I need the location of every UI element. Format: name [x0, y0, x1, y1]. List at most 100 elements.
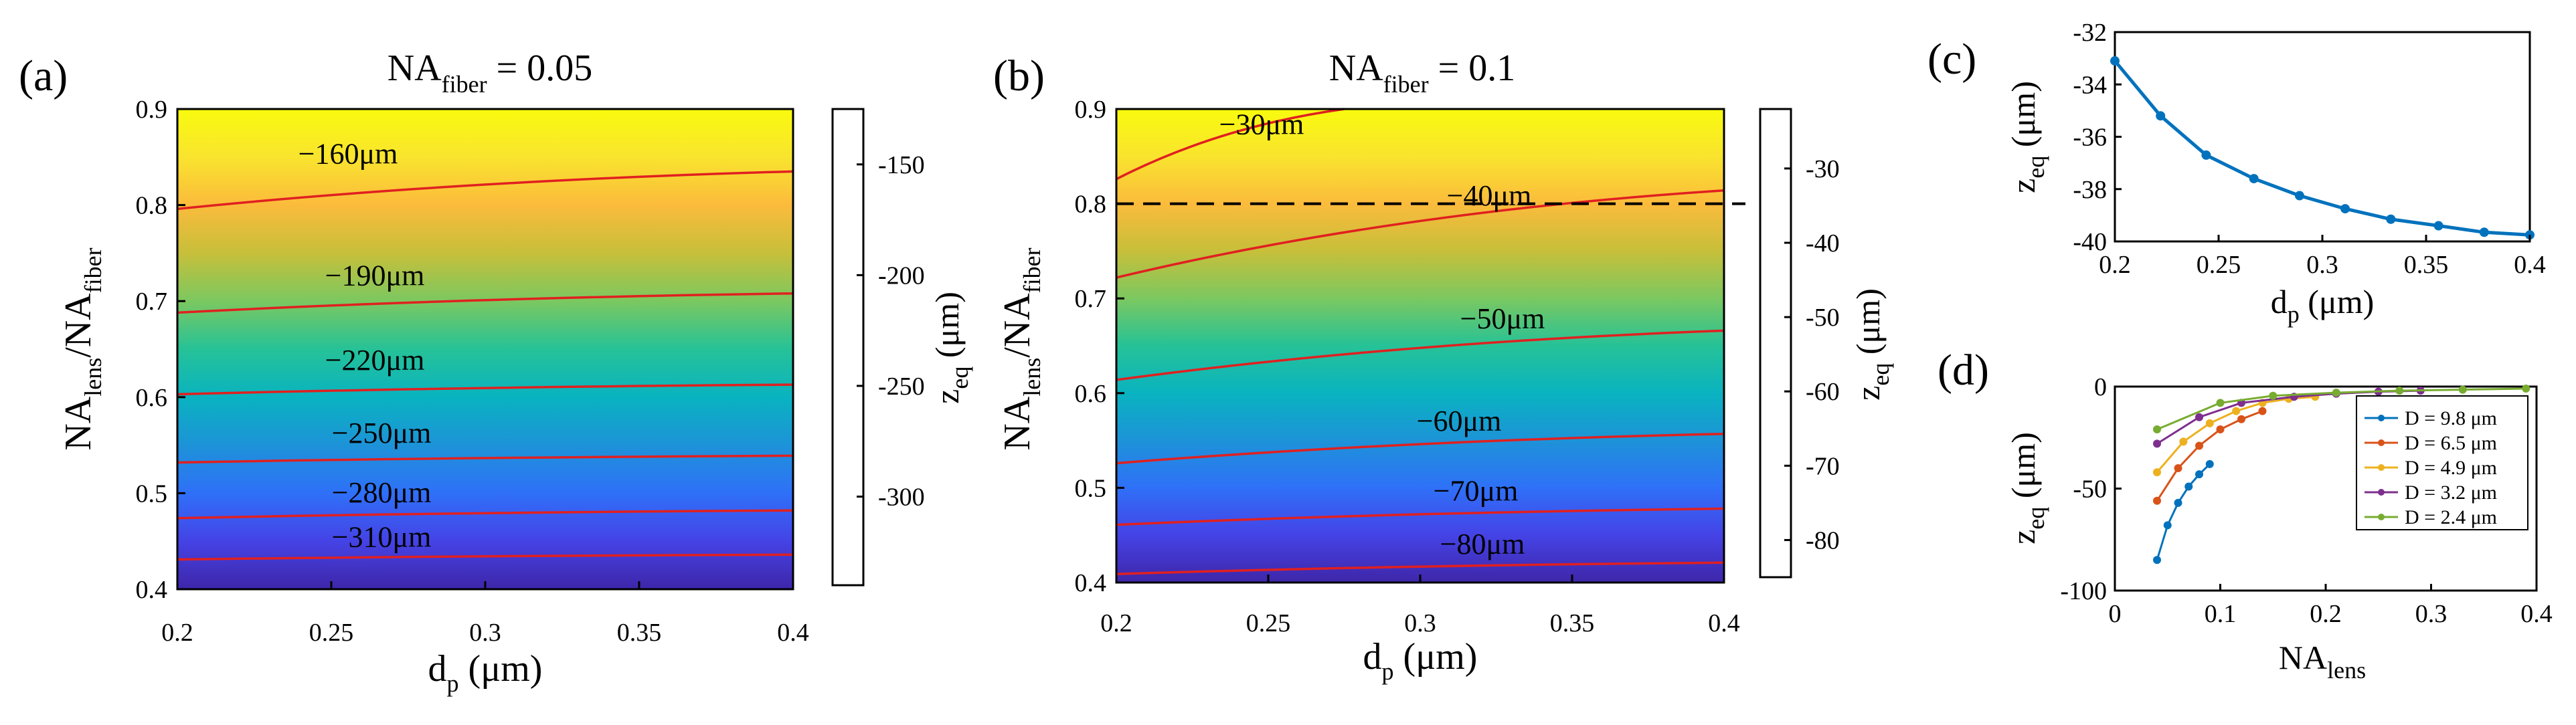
y-tick-label: 0.6 — [1075, 380, 1107, 408]
x-tick-label: 0.4 — [777, 619, 809, 647]
y-tick-label: 0.5 — [1075, 474, 1107, 502]
panel-d-x-label: NAlens — [2279, 639, 2366, 684]
panel-b-x-ticks: 0.2 0.25 0.3 0.35 0.4 — [1100, 575, 1740, 637]
panel-c-x-ticks: 0.2 0.25 0.3 0.35 0.4 — [2099, 235, 2546, 279]
y-tick-label: -40 — [2073, 228, 2107, 256]
panel-c-y-label: zeq (μm) — [2004, 81, 2049, 193]
panel-a-y-label: NAlens/NAfiber — [58, 247, 106, 450]
data-point — [2179, 437, 2188, 446]
data-point — [2458, 385, 2467, 394]
data-point — [2201, 150, 2211, 160]
y-tick-label: 0.7 — [1075, 285, 1107, 313]
panel-a: (a) NAfiber = 0.05 −160μm −190μm −220μm −25… — [19, 47, 973, 697]
panel-a-contours: −160μm −190μm −220μm −250μm −280μm −310μm — [177, 137, 794, 561]
y-tick-label: 0.7 — [136, 288, 168, 316]
x-tick-label: 0 — [2109, 600, 2122, 628]
x-tick-label: 0.25 — [309, 619, 354, 647]
data-point — [2216, 425, 2225, 434]
contour-label: −40μm — [1447, 179, 1532, 212]
panel-c-x-label: dp (μm) — [2271, 283, 2375, 328]
panel-d-series — [2153, 385, 2530, 564]
panel-b-label: (b) — [993, 51, 1045, 100]
y-tick-label: -32 — [2073, 19, 2107, 47]
y-tick-label: -50 — [2073, 476, 2107, 504]
contour-label: −220μm — [325, 344, 425, 377]
legend-marker — [2378, 489, 2385, 496]
panel-a-colorbar — [831, 108, 865, 587]
colorbar-tick-label: -70 — [1806, 452, 1840, 480]
data-point — [2174, 464, 2182, 472]
contour-line — [177, 383, 794, 396]
x-tick-label: 0.2 — [2310, 600, 2342, 628]
colorbar-tick-label: -60 — [1806, 378, 1840, 406]
legend-entry: D = 4.9 μm — [2405, 457, 2497, 479]
panel-b: (b) NAfiber = 0.1 −30μm −40μm −50μm −60μm −7… — [993, 47, 1894, 685]
x-tick-label: 0.3 — [2306, 251, 2338, 279]
x-tick-label: 0.4 — [2520, 600, 2553, 628]
contour-label: −160μm — [298, 137, 398, 170]
colorbar-tick-label: -250 — [878, 373, 925, 401]
legend-marker — [2378, 464, 2385, 471]
data-point — [2258, 407, 2267, 415]
data-point — [2294, 191, 2304, 201]
contour-line — [1116, 329, 1725, 381]
series-d-9-8-m — [2153, 459, 2214, 564]
colorbar-tick-label: -300 — [878, 484, 925, 512]
colorbar-tick-label: -30 — [1806, 155, 1840, 183]
y-tick-label: -100 — [2060, 577, 2107, 605]
data-point — [2153, 496, 2161, 505]
series-d-2-4-m — [2153, 385, 2530, 434]
y-tick-label: 0.5 — [136, 480, 168, 508]
panel-b-title: NAfiber = 0.1 — [1329, 47, 1515, 98]
contour-line — [177, 509, 794, 520]
data-point — [2332, 389, 2340, 397]
x-tick-label: 0.35 — [1550, 609, 1595, 637]
data-point — [2153, 468, 2161, 477]
y-tick-label: 0.4 — [136, 576, 168, 604]
legend-entry: D = 6.5 μm — [2405, 432, 2497, 454]
contour-line — [177, 454, 794, 464]
data-point — [2163, 521, 2172, 530]
panel-b-colorbar-label: zeq (μm) — [1849, 288, 1894, 401]
contour-line — [1116, 108, 1345, 181]
legend-marker — [2378, 514, 2385, 520]
series-d-6-5-m — [2153, 407, 2267, 505]
data-point — [2195, 441, 2203, 450]
panel-b-heatmap — [1116, 109, 1724, 583]
data-point — [2433, 221, 2443, 231]
panel-c-axes-frame — [2114, 31, 2531, 243]
y-tick-label: -36 — [2073, 124, 2107, 152]
data-point — [2269, 391, 2278, 400]
panel-a-title: NAfiber = 0.05 — [388, 47, 592, 98]
panel-b-y-ticks: 0.4 0.5 0.6 0.7 0.8 0.9 — [1075, 96, 1124, 597]
panel-a-x-label: dp (μm) — [428, 648, 543, 697]
panel-d-y-ticks: 0 -50 -100 — [2060, 373, 2122, 605]
x-tick-label: 0.4 — [1708, 609, 1740, 637]
panel-a-colorbar-label: zeq (μm) — [928, 292, 973, 404]
data-point — [2216, 399, 2225, 407]
x-tick-label: 0.4 — [2514, 251, 2546, 279]
panel-a-heatmap — [177, 109, 793, 589]
data-point — [2395, 387, 2404, 395]
panel-b-x-label: dp (μm) — [1363, 636, 1478, 685]
panel-c-label: (c) — [1927, 35, 1976, 84]
contour-label: −60μm — [1417, 405, 1502, 437]
data-point — [2479, 227, 2489, 237]
y-tick-label: 0.9 — [136, 96, 168, 124]
panel-d-legend: D = 9.8 μm D = 6.5 μm D = 4.9 μm D = 3.2 μm… — [2356, 395, 2528, 530]
data-point — [2205, 419, 2214, 427]
panel-a-colorbar-ticks: -150 -200 -250 -300 — [857, 151, 925, 512]
contour-line — [1116, 561, 1725, 576]
panel-c-y-ticks: -40 -38 -36 -34 -32 — [2073, 19, 2122, 256]
panel-b-colorbar — [1759, 108, 1792, 579]
contour-label: −280μm — [332, 476, 432, 509]
panel-d-label: (d) — [1938, 346, 1989, 395]
x-tick-label: 0.3 — [469, 619, 501, 647]
panel-b-colorbar-ticks: -30 -40 -50 -60 -70 -80 — [1784, 155, 1840, 554]
x-tick-label: 0.1 — [2205, 600, 2237, 628]
data-point — [2386, 214, 2396, 224]
contour-line — [1116, 189, 1725, 279]
contour-label: −80μm — [1440, 528, 1525, 560]
series-line — [2114, 60, 2530, 237]
